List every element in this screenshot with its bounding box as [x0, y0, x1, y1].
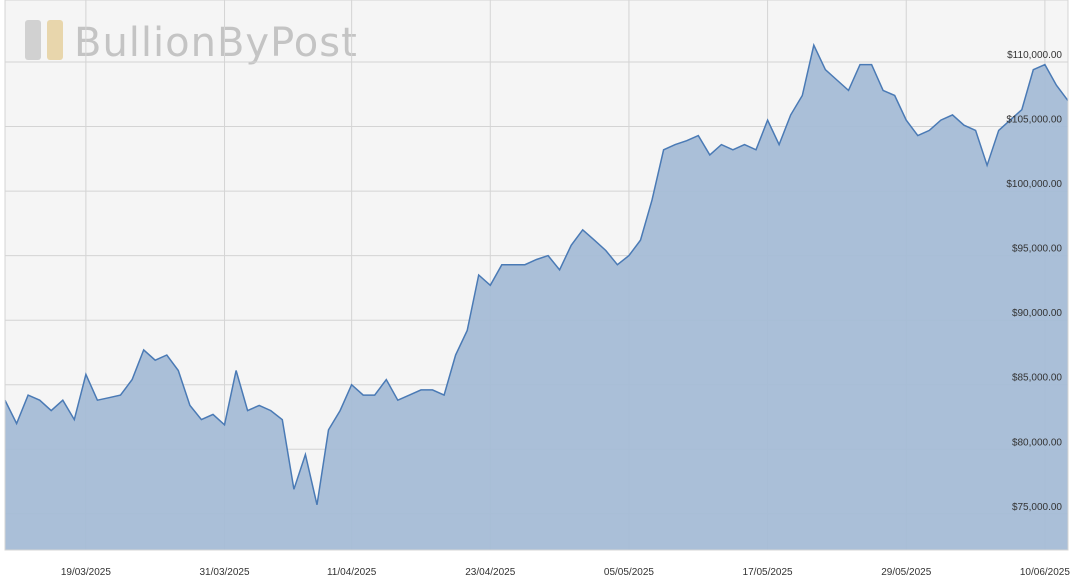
x-tick-label: 05/05/2025: [604, 567, 654, 578]
x-tick-label: 29/05/2025: [881, 567, 931, 578]
y-tick-label: $110,000.00: [1007, 50, 1062, 61]
x-tick-label: 10/06/2025: [1020, 567, 1070, 578]
x-tick-label: 23/04/2025: [465, 567, 515, 578]
logo-bar: [25, 20, 41, 60]
watermark: BullionByPost: [74, 20, 358, 66]
y-tick-label: $95,000.00: [1012, 244, 1062, 255]
y-tick-label: $100,000.00: [1006, 179, 1062, 190]
logo-bar: [47, 20, 63, 60]
y-tick-label: $80,000.00: [1012, 437, 1062, 448]
x-tick-label: 11/04/2025: [327, 567, 377, 578]
area-fill: [5, 45, 1068, 550]
y-tick-label: $105,000.00: [1006, 115, 1062, 126]
y-tick-label: $85,000.00: [1012, 373, 1062, 384]
x-tick-label: 17/05/2025: [743, 567, 793, 578]
x-tick-label: 19/03/2025: [61, 567, 111, 578]
logo: BullionByPost: [25, 20, 358, 66]
y-tick-label: $75,000.00: [1012, 502, 1062, 513]
price-line: [4, 42, 1069, 505]
x-tick-label: 31/03/2025: [200, 567, 250, 578]
plot-border: [4, 0, 1069, 551]
y-tick-label: $90,000.00: [1012, 308, 1062, 319]
